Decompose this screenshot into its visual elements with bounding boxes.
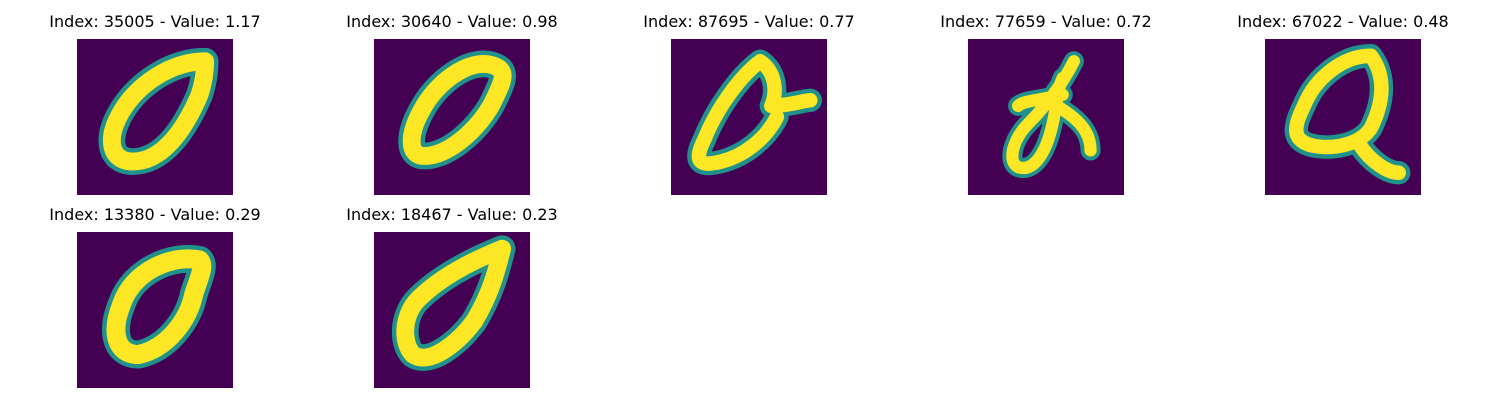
digit-image bbox=[77, 39, 233, 195]
panel-title: Index: 30640 - Value: 0.98 bbox=[346, 12, 558, 31]
sample-panel-3: Index: 87695 - Value: 0.77 bbox=[619, 12, 879, 197]
handwritten-q-icon bbox=[1265, 39, 1421, 195]
panel-title: Index: 67022 - Value: 0.48 bbox=[1237, 12, 1449, 31]
sample-panel-6: Index: 13380 - Value: 0.29 bbox=[25, 205, 285, 390]
panel-title: Index: 35005 - Value: 1.17 bbox=[49, 12, 261, 31]
handwritten-loop-icon bbox=[968, 39, 1124, 195]
sample-panel-1: Index: 35005 - Value: 1.17 bbox=[25, 12, 285, 197]
handwritten-zero-icon bbox=[374, 232, 530, 388]
sample-panel-2: Index: 30640 - Value: 0.98 bbox=[322, 12, 582, 197]
panel-title: Index: 87695 - Value: 0.77 bbox=[643, 12, 855, 31]
panel-title: Index: 13380 - Value: 0.29 bbox=[49, 205, 261, 224]
digit-image bbox=[374, 232, 530, 388]
digit-image bbox=[374, 39, 530, 195]
sample-panel-4: Index: 77659 - Value: 0.72 bbox=[916, 12, 1176, 197]
panel-title: Index: 77659 - Value: 0.72 bbox=[940, 12, 1152, 31]
handwritten-zero-icon bbox=[77, 39, 233, 195]
handwritten-zero-with-tail-icon bbox=[671, 39, 827, 195]
sample-panel-7: Index: 18467 - Value: 0.23 bbox=[322, 205, 582, 390]
digit-image bbox=[671, 39, 827, 195]
digit-image bbox=[1265, 39, 1421, 195]
digit-image bbox=[968, 39, 1124, 195]
panel-title: Index: 18467 - Value: 0.23 bbox=[346, 205, 558, 224]
handwritten-zero-icon bbox=[77, 232, 233, 388]
sample-panel-5: Index: 67022 - Value: 0.48 bbox=[1213, 12, 1473, 197]
digit-image bbox=[77, 232, 233, 388]
handwritten-zero-icon bbox=[374, 39, 530, 195]
